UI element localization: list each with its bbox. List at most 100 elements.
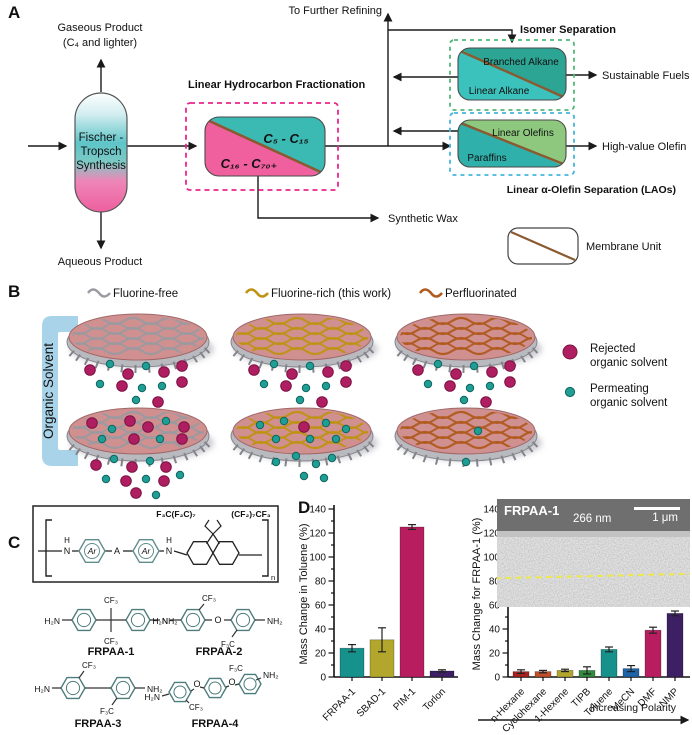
- y-tick-label: 60: [315, 601, 327, 612]
- atom-label: NH₂: [147, 684, 163, 694]
- rim-tooth: [203, 441, 211, 448]
- chart2-ylabel: Mass Change for FRPAA-1 (%): [471, 518, 483, 671]
- permeating-solvent-dot: [305, 361, 315, 371]
- fluorine-free-membrane-bottom: [66, 407, 214, 468]
- permeating-solvent-dot: [564, 386, 576, 398]
- y-tick-label: 20: [315, 649, 327, 660]
- fluorine-rich-label: Fluorine-rich (this work): [271, 288, 391, 300]
- rejected-solvent-dot: [486, 366, 498, 378]
- right-bracket: [262, 519, 269, 577]
- rejected-solvent-dot: [340, 376, 352, 388]
- atom-label: H₂N: [44, 616, 60, 626]
- permeating-solvent-dot: [291, 451, 301, 461]
- rim-tooth: [239, 447, 245, 456]
- rejected-solvent-dot: [286, 368, 298, 380]
- synthetic-wax-text: Synthetic Wax: [388, 213, 458, 225]
- bond-lines: [161, 677, 262, 704]
- permeate-dot-clusters: [90, 451, 471, 500]
- rim-tooth: [448, 458, 452, 467]
- rejected-solvent-dot: [412, 364, 424, 376]
- gaseous-product-line2: (C₄ and lighter): [63, 37, 137, 49]
- sustainable-fuels-text: Sustainable Fuels: [602, 70, 690, 82]
- rim-tooth: [363, 351, 370, 359]
- rim-tooth: [475, 458, 479, 467]
- sem-sample-label: FRPAA-1: [504, 503, 560, 518]
- permeating-solvent-dot: [301, 383, 311, 393]
- rejected-solvent-dot: [90, 459, 102, 471]
- bar-Toluene: [600, 649, 618, 678]
- fluorene-ring-right: [212, 541, 240, 565]
- permeating-solvent-dot: [109, 454, 119, 464]
- permeating-solvent-dot: [327, 453, 337, 463]
- permeating-solvent-dot: [433, 359, 443, 369]
- permeating-solvent-dot: [137, 383, 147, 393]
- rim-tooth: [183, 452, 189, 461]
- y-tick-label: 0: [320, 673, 326, 684]
- membrane-unit-text: Membrane Unit: [586, 241, 661, 253]
- rejected-solvent-dot: [126, 461, 138, 473]
- perfluoro-chains: [204, 519, 222, 535]
- rejected-solvent-dot: [178, 421, 190, 433]
- permeating-solvent-dot: [145, 456, 155, 466]
- rejected-solvent-dot: [340, 360, 352, 372]
- rejected-solvent-dot: [504, 376, 516, 388]
- rim-tooth: [396, 349, 403, 357]
- high-value-olefin-text: High-value Olefin: [602, 141, 686, 153]
- rejected-solvent-dot: [248, 364, 260, 376]
- atom-label: H₂N: [144, 692, 160, 702]
- permeating-solvent-dot: [469, 361, 479, 371]
- permeating-solvent-dot: [271, 457, 281, 467]
- rejected-solvent-dot: [124, 415, 136, 427]
- permeating-solvent-dot: [295, 395, 305, 405]
- rejected-solvent-dot: [176, 360, 188, 372]
- perfluorinated-membrane-top: [394, 313, 542, 374]
- atom-label: CF₃: [82, 661, 96, 670]
- benzene-ring: [110, 676, 136, 700]
- rim-tooth: [203, 347, 211, 354]
- y-tick-label: 140: [309, 505, 326, 516]
- rejected-solvent-dot: [120, 475, 132, 487]
- permeating-solvent-dot: [299, 471, 309, 481]
- rejected-solvent-dot: [280, 380, 292, 392]
- rim-tooth: [434, 456, 439, 465]
- membrane-unit-diagonal: [510, 230, 576, 262]
- permeating-solvent-dot: [141, 361, 151, 371]
- vessel-line3: Synthesis: [76, 160, 126, 172]
- membrane-illustrations: [66, 313, 542, 500]
- m2-top-label: Branched Alkane: [483, 57, 559, 68]
- rim-tooth: [336, 455, 342, 464]
- category-label: SBAD-1: [355, 686, 389, 720]
- permeating-solvent-dot: [101, 474, 111, 484]
- y-tick-label: 120: [309, 529, 326, 540]
- fluorene-five-ring: [205, 532, 221, 545]
- fluorine-rich-membrane-top: [230, 313, 378, 374]
- rejected-solvent-dot: [142, 421, 154, 433]
- benzene-ring-circle: [130, 612, 146, 628]
- bond-lines: [52, 670, 145, 706]
- rim-tooth: [247, 357, 254, 366]
- panel-d-label: D: [298, 498, 310, 517]
- permeating-label-line2: organic solvent: [590, 397, 668, 409]
- rejected-solvent-dot: [504, 360, 516, 372]
- rim-tooth: [172, 455, 178, 464]
- rim-tooth: [68, 349, 75, 357]
- bond-lines: [170, 603, 265, 638]
- rim-tooth: [500, 455, 506, 464]
- atom-label: CF₃: [104, 596, 118, 605]
- y-tick-label: 60: [489, 601, 501, 612]
- rejected-solvent-dot: [86, 417, 98, 429]
- permeating-solvent-dot: [461, 457, 471, 467]
- y-tick-label: 140: [483, 505, 500, 516]
- ar-ring-2-circle: [138, 543, 154, 559]
- rim-tooth: [324, 457, 329, 466]
- fluorine-rich-squiggle-icon: [244, 288, 269, 298]
- membrane-diagonal: [458, 48, 566, 100]
- benzene-ring-circle: [76, 612, 92, 628]
- rim-tooth: [75, 353, 81, 362]
- rejected-label-line1: Rejected: [590, 343, 635, 355]
- permeating-solvent-dot: [319, 473, 329, 483]
- lao-membrane: [458, 120, 566, 167]
- permeating-solvent-dot: [175, 470, 185, 480]
- rim-tooth: [75, 447, 81, 456]
